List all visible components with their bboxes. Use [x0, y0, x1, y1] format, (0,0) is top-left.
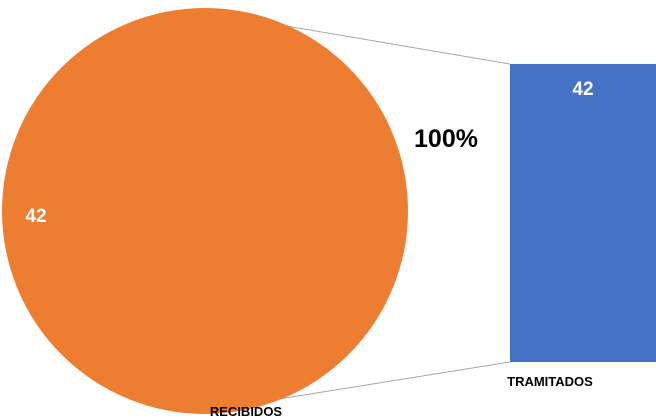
pie-value-label: 42 — [25, 206, 46, 227]
percent-label: 100% — [414, 125, 478, 153]
pie-slice-recibidos — [2, 8, 408, 414]
bar-tramitados — [510, 64, 656, 362]
bar-value-label: 42 — [572, 79, 593, 100]
pie-category-label: RECIBIDOS — [210, 404, 283, 419]
bar-category-label: TRAMITADOS — [507, 374, 593, 389]
